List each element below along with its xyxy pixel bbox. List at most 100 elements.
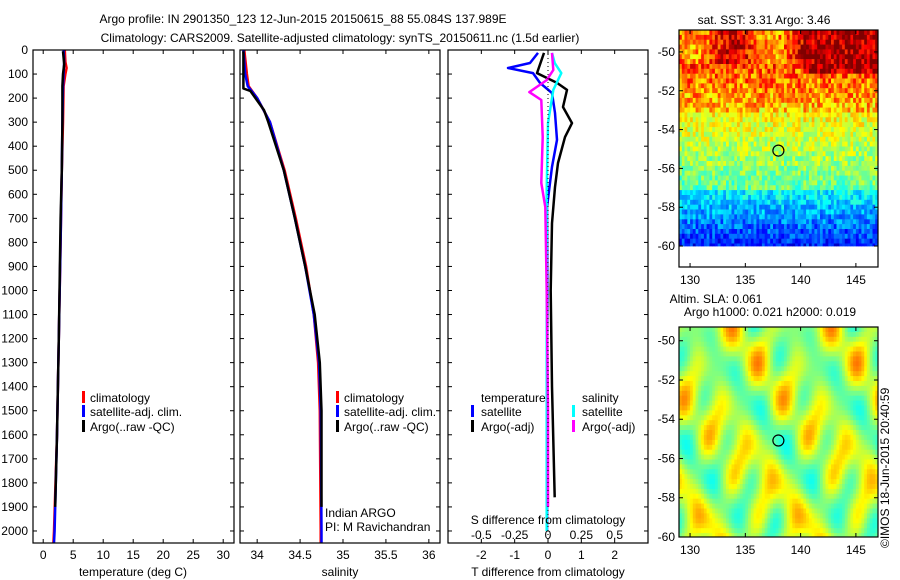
map-cell (701, 229, 705, 235)
map-cell (692, 415, 696, 421)
map-cell (847, 49, 851, 55)
map-cell (775, 102, 779, 109)
map-cell (795, 190, 799, 196)
map-cell (679, 185, 683, 191)
map-cell (692, 195, 696, 201)
map-cell (844, 117, 848, 123)
map-cell (850, 204, 854, 210)
map-cell (855, 112, 860, 118)
map-cell (778, 73, 782, 79)
map-cell (698, 204, 702, 210)
map-cell (784, 209, 788, 215)
map-cell (839, 127, 843, 133)
map-cell (866, 54, 871, 60)
map-cell (717, 204, 721, 210)
map-cell (825, 331, 829, 338)
map-cell (739, 34, 743, 41)
map-cell (745, 136, 749, 143)
map-cell (875, 161, 879, 167)
map-cell (817, 199, 821, 206)
map-cell (847, 366, 851, 372)
map-cell (817, 376, 821, 382)
map-cell (690, 400, 694, 406)
map-cell (753, 336, 757, 343)
map-cell (756, 381, 760, 387)
map-cell (720, 64, 724, 70)
map-cell (808, 385, 813, 392)
map-cell (795, 195, 799, 201)
map-cell (717, 415, 721, 421)
map-cell (844, 141, 848, 147)
map-cell (855, 49, 860, 55)
map-cell (734, 405, 738, 411)
map-cell (717, 420, 721, 426)
map-cell (778, 351, 782, 357)
map-cell (703, 376, 708, 382)
map-cell (742, 425, 746, 431)
map-cell (833, 170, 837, 176)
map-cell (866, 371, 871, 377)
map-cell (861, 405, 865, 411)
map-cell (692, 376, 696, 382)
map-cell (737, 93, 741, 99)
map-cell (728, 233, 732, 240)
map-cell (737, 170, 741, 176)
map-cell (781, 395, 785, 401)
map-cell (797, 233, 801, 240)
map-cell (784, 180, 788, 186)
map-cell (745, 127, 749, 133)
map-cell (709, 146, 713, 152)
map-cell (808, 356, 813, 362)
map-cell (714, 346, 719, 352)
y-tick-label: 500 (8, 163, 28, 177)
map-cell (831, 395, 835, 401)
map-cell (753, 151, 757, 157)
map-cell (723, 356, 727, 362)
map-cell (687, 224, 691, 230)
map-cell (784, 214, 788, 220)
map-cell (833, 243, 837, 247)
map-cell (764, 195, 768, 201)
map-cell (778, 229, 782, 235)
map-cell (855, 371, 860, 377)
map-cell (778, 415, 782, 421)
map-cell (792, 420, 796, 426)
map-cell (778, 180, 782, 186)
map-cell (833, 49, 837, 55)
map-cell (839, 170, 843, 176)
map-cell (684, 112, 688, 118)
map-cell (784, 336, 788, 343)
map-cell (739, 381, 743, 387)
map-cell (750, 131, 755, 138)
map-cell (808, 185, 813, 191)
map-cell (764, 381, 768, 387)
map-cell (703, 44, 708, 50)
map-cell (831, 341, 835, 347)
map-cell (781, 107, 785, 113)
map-cell (745, 385, 749, 392)
map-cell (795, 185, 799, 191)
map-cell (828, 73, 832, 79)
map-cell (784, 112, 788, 118)
map-cell (692, 59, 696, 65)
map-cell (761, 44, 766, 50)
map-cell (723, 64, 727, 70)
map-cell (808, 141, 813, 147)
map-cell (775, 73, 779, 79)
map-cell (714, 68, 719, 75)
map-cell (764, 44, 768, 50)
map-cell (701, 346, 705, 352)
map-cell (706, 59, 710, 65)
map-cell (753, 34, 757, 41)
map-cell (753, 219, 757, 225)
map-cell (817, 381, 821, 387)
map-cell (822, 175, 826, 181)
map-cell (687, 44, 691, 50)
map-cell (853, 243, 857, 247)
map-cell (784, 366, 788, 372)
map-cell (701, 341, 705, 347)
map-cell (842, 117, 846, 123)
map-cell (742, 112, 746, 118)
map-cell (712, 141, 716, 147)
map-cell (748, 180, 752, 186)
